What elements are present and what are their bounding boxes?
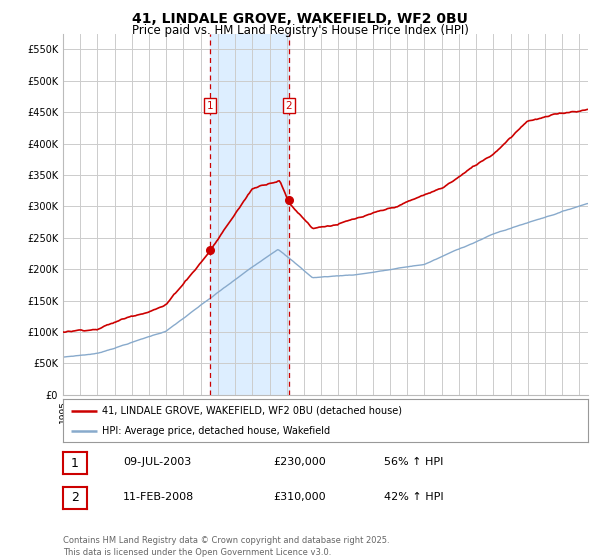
Text: 41, LINDALE GROVE, WAKEFIELD, WF2 0BU (detached house): 41, LINDALE GROVE, WAKEFIELD, WF2 0BU (d… bbox=[103, 405, 403, 416]
Text: HPI: Average price, detached house, Wakefield: HPI: Average price, detached house, Wake… bbox=[103, 426, 331, 436]
Text: 42% ↑ HPI: 42% ↑ HPI bbox=[384, 492, 443, 502]
Text: 41, LINDALE GROVE, WAKEFIELD, WF2 0BU: 41, LINDALE GROVE, WAKEFIELD, WF2 0BU bbox=[132, 12, 468, 26]
Text: 11-FEB-2008: 11-FEB-2008 bbox=[123, 492, 194, 502]
Text: 56% ↑ HPI: 56% ↑ HPI bbox=[384, 457, 443, 467]
Text: £230,000: £230,000 bbox=[273, 457, 326, 467]
Text: 2: 2 bbox=[71, 491, 79, 505]
Bar bbox=[209, 34, 289, 395]
Text: Price paid vs. HM Land Registry's House Price Index (HPI): Price paid vs. HM Land Registry's House … bbox=[131, 24, 469, 36]
Text: 2: 2 bbox=[286, 101, 292, 111]
Text: 09-JUL-2003: 09-JUL-2003 bbox=[123, 457, 191, 467]
Text: 1: 1 bbox=[71, 456, 79, 470]
Text: 1: 1 bbox=[206, 101, 213, 111]
Text: Contains HM Land Registry data © Crown copyright and database right 2025.
This d: Contains HM Land Registry data © Crown c… bbox=[63, 536, 389, 557]
Text: £310,000: £310,000 bbox=[273, 492, 326, 502]
